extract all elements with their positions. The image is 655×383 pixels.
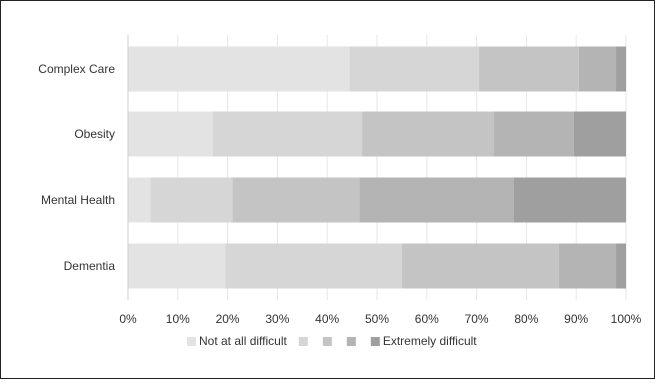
x-tick-label: 20% [216, 312, 240, 326]
x-tick-label: 40% [315, 312, 339, 326]
bar-segment-0-0 [128, 46, 350, 92]
bar-segment-2-1 [150, 177, 233, 223]
x-tick-label: 0% [119, 312, 137, 326]
bar-segment-1-2 [362, 111, 495, 157]
legend-swatch [370, 337, 380, 346]
bar-segment-3-2 [401, 243, 559, 289]
bar-segment-1-0 [128, 111, 213, 157]
legend-swatch [298, 337, 308, 346]
bar-segment-0-3 [578, 46, 617, 92]
bar-segment-3-1 [225, 243, 402, 289]
legend: Not at all difficult Extremely difficult [187, 334, 477, 348]
bar-segment-1-1 [212, 111, 363, 157]
legend-label: Not at all difficult [199, 334, 287, 348]
x-tick-label: 70% [465, 312, 489, 326]
category-label: Obesity [74, 127, 115, 141]
legend-label: Extremely difficult [383, 334, 477, 348]
bar-segment-2-2 [232, 177, 360, 223]
bar-segment-1-3 [494, 111, 574, 157]
bar-segment-0-1 [349, 46, 480, 92]
bars [128, 46, 626, 289]
bar-segment-0-2 [479, 46, 579, 92]
bar-segment-3-4 [616, 243, 626, 289]
category-label: Mental Health [41, 193, 115, 207]
x-tick-label: 10% [166, 312, 190, 326]
x-tick-label: 60% [415, 312, 439, 326]
bar-segment-2-0 [128, 177, 151, 223]
x-tick-label: 50% [365, 312, 389, 326]
bar-segment-3-3 [558, 243, 617, 289]
x-tick-label: 30% [265, 312, 289, 326]
legend-swatch [187, 337, 196, 346]
bar-segment-0-4 [616, 46, 626, 92]
category-label: Dementia [64, 259, 116, 273]
bar-segment-1-4 [573, 111, 626, 157]
bar-segment-2-3 [359, 177, 514, 223]
x-tick-labels: 0% 10% 20% 30% 40% 50% 60% 70% 80% 90% 100% [119, 312, 641, 326]
x-tick-label: 80% [514, 312, 538, 326]
x-tick-label: 100% [611, 312, 642, 326]
x-tick-label: 90% [564, 312, 588, 326]
category-labels: Complex Care Obesity Mental Health Dementia [38, 62, 115, 273]
bar-segment-2-4 [513, 177, 626, 223]
legend-swatch [322, 337, 332, 346]
bar-segment-3-0 [128, 243, 226, 289]
legend-swatch [346, 337, 356, 346]
category-label: Complex Care [38, 62, 115, 76]
